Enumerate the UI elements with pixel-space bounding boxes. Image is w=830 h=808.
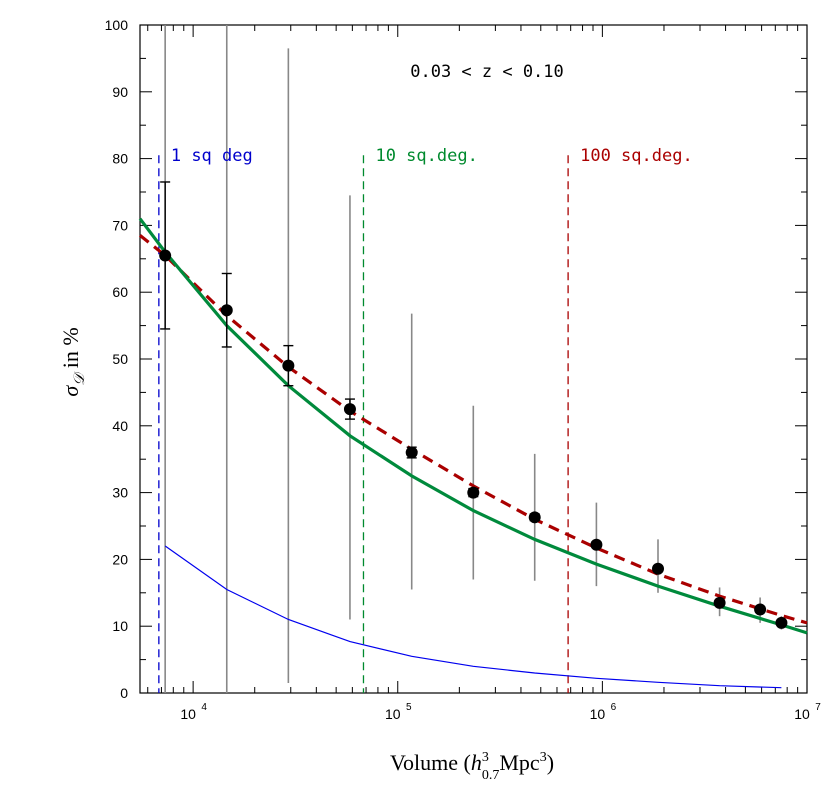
data-point (282, 359, 295, 372)
x-tick-label: 10 (590, 706, 606, 722)
y-tick-label: 50 (112, 351, 128, 367)
chart-title: 0.03 < z < 0.10 (410, 62, 564, 82)
series-line (164, 545, 782, 689)
survey-marker-label: 1 sq deg (171, 146, 253, 166)
data-point (590, 538, 603, 551)
x-tick-exponent: 5 (406, 702, 412, 713)
data-point (754, 603, 767, 616)
x-tick-label: 10 (180, 706, 196, 722)
data-point (652, 562, 665, 575)
data-point (775, 616, 788, 629)
y-tick-label: 30 (112, 485, 128, 501)
y-tick-label: 70 (112, 217, 128, 233)
x-tick-exponent: 4 (201, 702, 207, 713)
y-tick-label: 60 (112, 284, 128, 300)
y-tick-label: 90 (112, 84, 128, 100)
data-point (467, 486, 480, 499)
data-point (159, 249, 172, 262)
y-tick-label: 0 (120, 685, 128, 701)
x-tick-exponent: 7 (815, 702, 821, 713)
y-tick-label: 40 (112, 418, 128, 434)
x-tick-label: 10 (385, 706, 401, 722)
data-point (220, 304, 233, 317)
y-tick-label: 100 (105, 17, 129, 33)
x-axis-label: Volume (h3 0.7Mpc3) (390, 750, 554, 783)
y-tick-label: 80 (112, 151, 128, 167)
data-point (713, 596, 726, 609)
data-point (528, 511, 541, 524)
data-point (343, 403, 356, 416)
survey-marker-label: 10 sq.deg. (375, 146, 477, 166)
survey-marker-label: 100 sq.deg. (580, 146, 693, 166)
data-point (405, 446, 418, 459)
y-tick-label: 20 (112, 551, 128, 567)
y-tick-label: 10 (112, 618, 128, 634)
x-tick-exponent: 6 (611, 702, 617, 713)
x-tick-label: 10 (794, 706, 810, 722)
y-axis-label: σ𝒟 in % (58, 327, 88, 396)
